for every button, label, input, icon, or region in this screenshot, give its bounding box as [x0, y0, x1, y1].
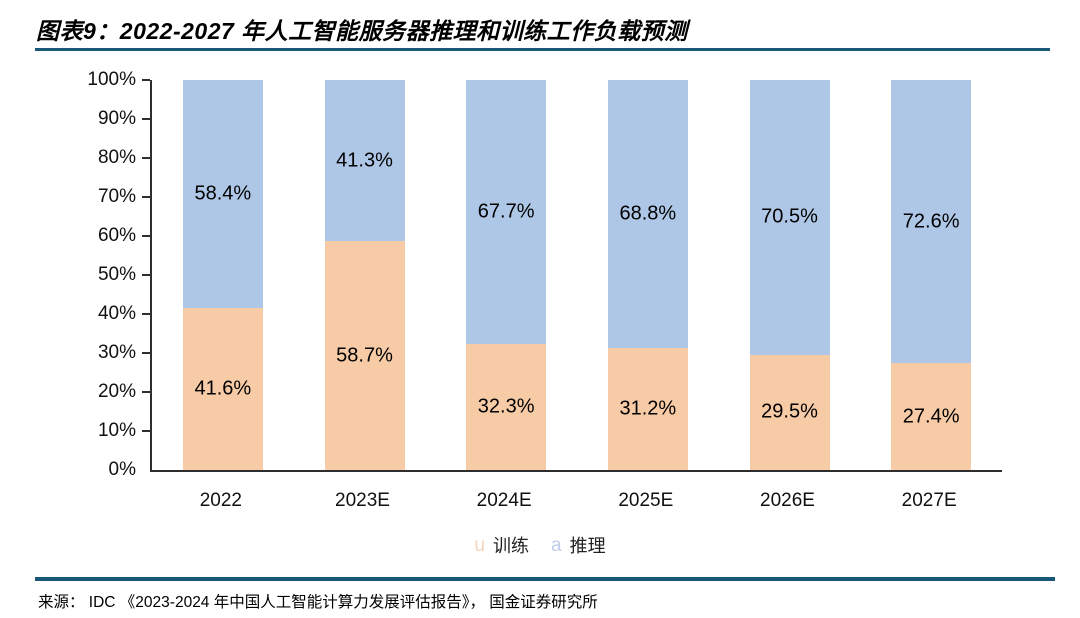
y-axis-tick-label: 70%: [97, 186, 136, 207]
stacked-bar-2025E: 68.8% 31.2%: [607, 80, 688, 470]
y-axis-tick-label: 100%: [87, 69, 136, 90]
y-axis-tick-label: 20%: [97, 381, 136, 402]
x-axis-tick-label: 2025E: [618, 490, 674, 511]
chart-legend: u 训练 a 推理: [0, 532, 1080, 558]
top-segment-推理: 41.3%: [324, 80, 405, 242]
y-axis-tick-label: 10%: [97, 420, 136, 441]
y-axis-tick-mark: [142, 391, 150, 393]
chart-title: 图表9：2022-2027 年人工智能服务器推理和训练工作负载预测: [36, 18, 688, 44]
y-axis-tick-label: 40%: [97, 303, 136, 324]
bottom-segment-训练: 58.7%: [324, 241, 405, 470]
y-axis-tick-label: 50%: [97, 264, 136, 285]
y-axis-tick-label: 60%: [97, 225, 136, 246]
data-label: 58.4%: [194, 182, 252, 205]
legend-marker-icon: u: [474, 534, 485, 556]
source-note: 来源： IDC 《2023-2024 年中国人工智能计算力发展评估报告》， 国金…: [38, 594, 598, 611]
bottom-segment-训练: 32.3%: [466, 344, 547, 470]
chart-header: 图表9：2022-2027 年人工智能服务器推理和训练工作负载预测: [36, 12, 1050, 46]
data-label: 72.6%: [902, 210, 960, 233]
y-axis-tick-mark: [142, 157, 150, 159]
stacked-bar-2027E: 72.6% 27.4%: [891, 80, 972, 470]
x-axis-tick-label: 2024E: [476, 490, 532, 511]
bottom-segment-训练: 29.5%: [749, 354, 830, 470]
data-label: 68.8%: [619, 202, 677, 225]
data-label: 29.5%: [761, 400, 818, 423]
y-axis-tick-label: 0%: [108, 459, 136, 480]
legend-label: 训练: [493, 536, 529, 556]
legend-item-推理: a 推理: [551, 532, 606, 558]
top-segment-推理: 67.7%: [466, 80, 547, 345]
y-axis-tick-mark: [142, 430, 150, 432]
stacked-bar-2022: 58.4% 41.6%: [182, 80, 263, 470]
data-label: 67.7%: [477, 200, 535, 223]
stacked-bar-2024E: 67.7% 32.3%: [466, 80, 547, 470]
legend-marker-icon: a: [551, 534, 562, 556]
title-underline: [35, 48, 1050, 51]
y-axis-tick-mark: [142, 235, 150, 237]
x-axis-tick-label: 2023E: [335, 490, 390, 511]
data-label: 31.2%: [619, 397, 677, 420]
y-axis-tick-mark: [142, 79, 150, 81]
stacked-bar-2026E: 70.5% 29.5%: [749, 80, 830, 470]
y-axis-tick-label: 90%: [97, 108, 136, 129]
y-axis-tick-mark: [142, 118, 150, 120]
x-axis-tick-label: 2026E: [760, 490, 815, 511]
y-axis-tick-mark: [142, 274, 150, 276]
y-axis-tick-label: 80%: [97, 147, 136, 168]
y-axis-tick-mark: [142, 196, 150, 198]
data-label: 58.7%: [336, 344, 393, 367]
x-axis-tick-label: 2022: [199, 490, 242, 511]
footer-divider: [35, 577, 1055, 581]
data-label: 32.3%: [477, 395, 535, 418]
data-label: 27.4%: [902, 405, 960, 428]
legend-item-训练: u 训练: [474, 532, 529, 558]
y-axis-tick-label: 30%: [97, 342, 136, 363]
top-segment-推理: 68.8%: [607, 80, 688, 349]
data-label: 70.5%: [761, 205, 818, 228]
top-segment-推理: 58.4%: [182, 80, 263, 308]
bottom-segment-训练: 27.4%: [891, 363, 972, 470]
top-segment-推理: 70.5%: [749, 80, 830, 355]
legend-label: 推理: [569, 536, 606, 556]
y-axis-tick-mark: [142, 352, 150, 354]
plot-area: 58.4% 41.6% 41.3% 58.7% 67.7% 32.3% 68.8% 31.2%…: [150, 80, 1002, 472]
bottom-segment-训练: 41.6%: [182, 307, 263, 470]
stacked-bar-2023E: 41.3% 58.7%: [324, 80, 405, 470]
x-axis-tick-label: 2027E: [901, 490, 957, 511]
top-segment-推理: 72.6%: [891, 80, 972, 364]
bottom-segment-训练: 31.2%: [607, 348, 688, 470]
data-label: 41.3%: [336, 149, 393, 172]
data-label: 41.6%: [194, 377, 252, 400]
y-axis-tick-mark: [142, 313, 150, 315]
